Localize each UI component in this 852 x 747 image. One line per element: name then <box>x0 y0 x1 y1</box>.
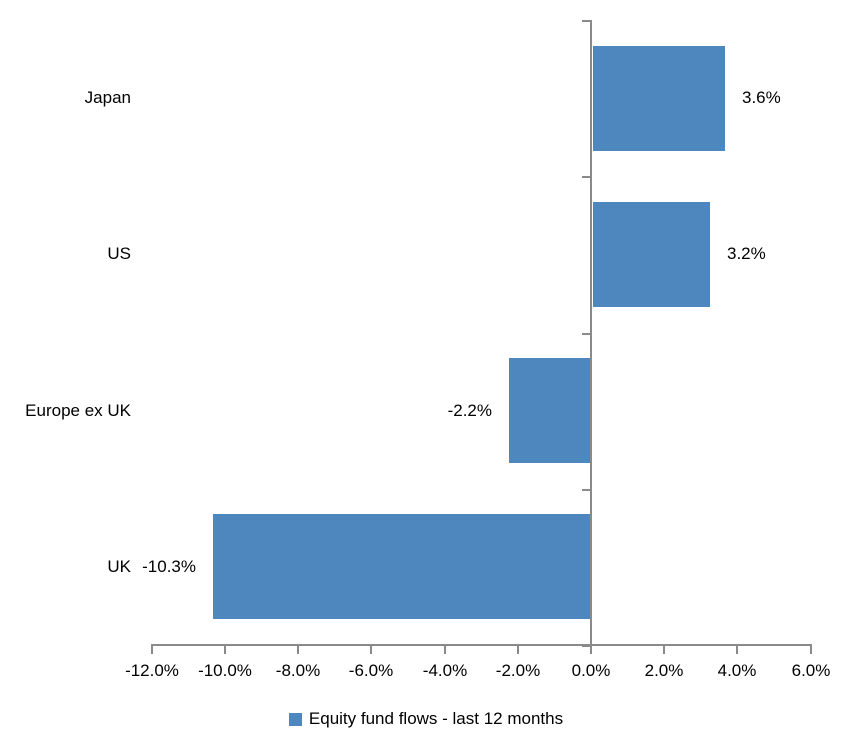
x-axis-tick <box>663 646 665 654</box>
x-tick-label: -12.0% <box>125 661 179 680</box>
x-tick-label: -6.0% <box>348 661 394 680</box>
bar-uk <box>213 514 590 619</box>
x-axis-tick <box>370 646 372 654</box>
zero-axis-line <box>590 20 592 654</box>
x-axis-tick <box>810 646 812 654</box>
data-label: -2.2% <box>447 401 492 420</box>
x-tick-label: -4.0% <box>422 661 468 680</box>
x-tick-label: -2.0% <box>495 661 541 680</box>
bar-us <box>593 202 710 307</box>
x-axis-tick <box>151 646 153 654</box>
x-axis-tick <box>590 646 592 654</box>
x-tick-label: -8.0% <box>275 661 321 680</box>
bar-europe-ex-uk <box>509 358 590 463</box>
legend-swatch-icon <box>288 712 302 726</box>
bar-japan <box>593 46 725 151</box>
category-tick <box>582 489 590 491</box>
category-label: US <box>107 244 131 263</box>
data-label: 3.2% <box>727 244 766 263</box>
x-tick-label: 6.0% <box>791 661 831 680</box>
x-tick-label: 4.0% <box>717 661 757 680</box>
data-label: 3.6% <box>742 88 781 107</box>
x-axis-tick <box>444 646 446 654</box>
category-tick <box>582 176 590 178</box>
category-tick <box>582 645 590 647</box>
x-tick-label: 0.0% <box>571 661 611 680</box>
x-axis-line <box>151 644 812 646</box>
category-tick <box>582 20 590 22</box>
x-axis-tick <box>517 646 519 654</box>
x-axis-tick <box>736 646 738 654</box>
category-label: UK <box>107 557 131 576</box>
x-tick-label: -10.0% <box>198 661 252 680</box>
legend-label: Equity fund flows - last 12 months <box>308 709 564 728</box>
category-label: Japan <box>84 88 131 107</box>
x-tick-label: 2.0% <box>644 661 684 680</box>
chart-legend: Equity fund flows - last 12 months <box>0 705 852 733</box>
data-label: -10.3% <box>142 557 196 576</box>
category-label: Europe ex UK <box>25 401 131 420</box>
x-axis-tick <box>297 646 299 654</box>
category-tick <box>582 333 590 335</box>
x-axis-tick <box>224 646 226 654</box>
